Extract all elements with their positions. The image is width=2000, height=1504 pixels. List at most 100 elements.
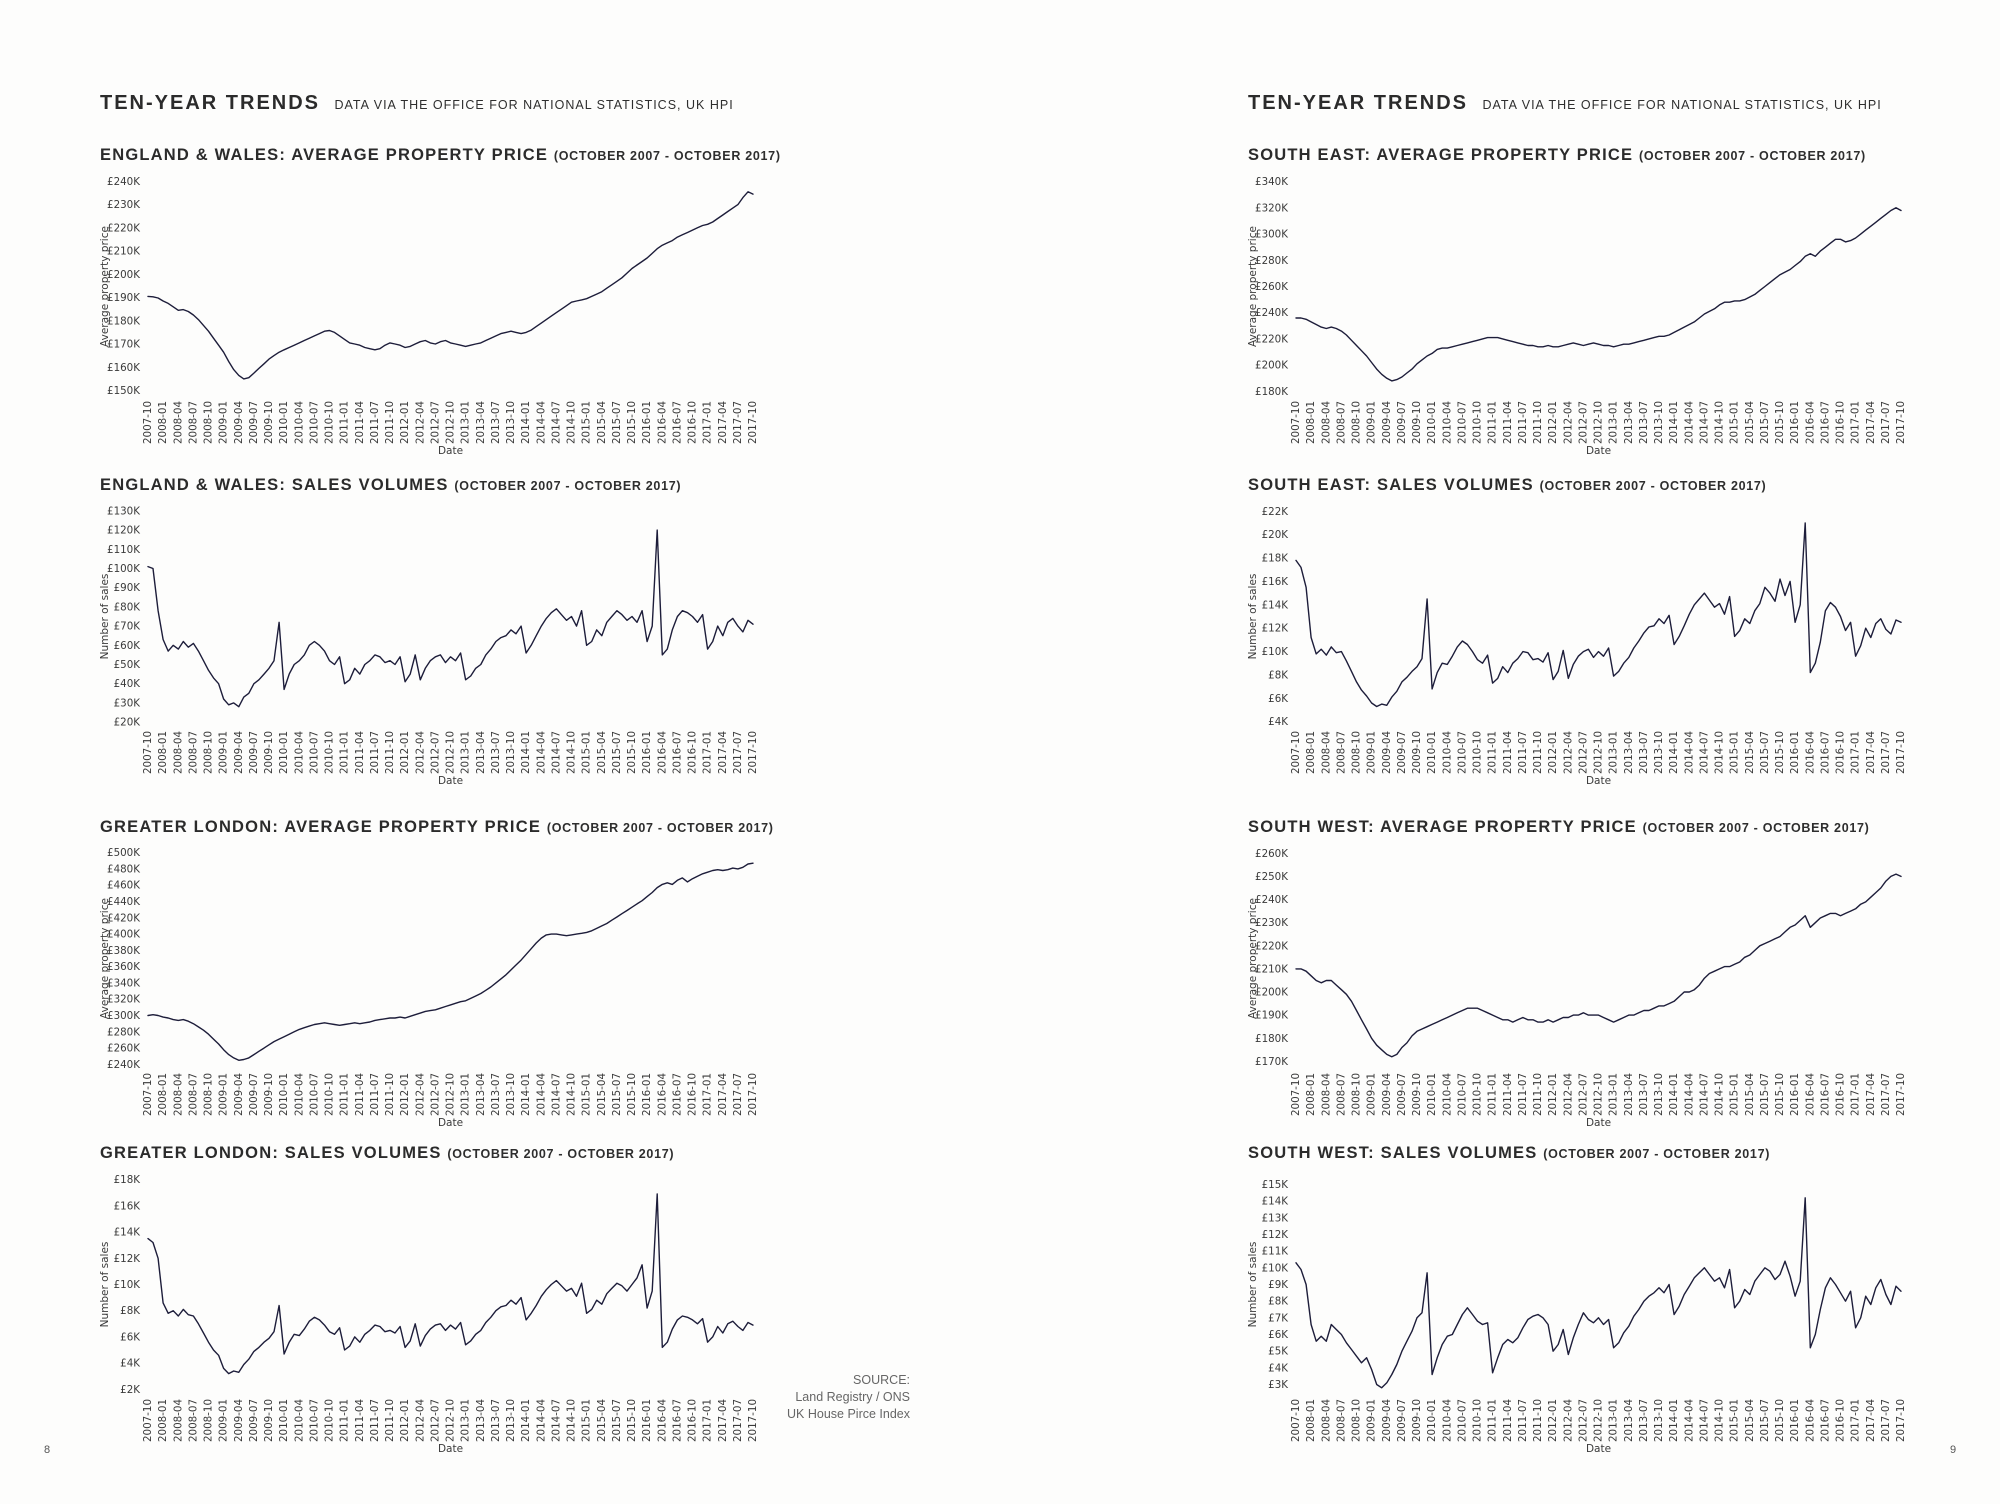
x-tick-label: 2010-07 [1456,1399,1468,1442]
y-axis-title: Average property price [99,898,111,1019]
x-tick-label: 2016-10 [687,1399,699,1442]
chart-range-note: (OCTOBER 2007 - OCTOBER 2017) [553,149,781,163]
x-tick-label: 2017-07 [732,1399,744,1442]
x-tick-label: 2010-04 [1441,731,1453,774]
x-tick-label: 2016-04 [1804,1399,1816,1442]
line-chart-south-west-price: £260K £250K £240K £230K £220K £210K £200K £190K… [1247,848,1907,1129]
chart-range-note: (OCTOBER 2007 - OCTOBER 2017) [454,479,682,493]
y-tick-label: £240K [107,176,140,188]
chart-block-greater-london-sales: GREATER LONDON: SALES VOLUMES (OCTOBER 2… [98,1144,910,1464]
y-tick-label: £14K [1262,1196,1289,1208]
x-tick-label: 2013-01 [1608,731,1620,774]
x-tick-label: 2013-07 [490,401,502,444]
chart-title: SOUTH WEST: SALES VOLUMES [1248,1144,1538,1162]
page-8-content: TEN-YEAR TRENDS DATA VIA THE OFFICE FOR … [98,0,910,1504]
page-9: TEN-YEAR TRENDS DATA VIA THE OFFICE FOR … [1000,0,2000,1504]
chart-heading: ENGLAND & WALES: SALES VOLUMES (OCTOBER … [100,476,910,495]
x-tick-label: 2015-10 [626,1073,638,1116]
y-tick-label: £9K [1268,1279,1288,1291]
x-tick-label: 2009-04 [1381,731,1393,774]
x-tick-label: 2007-10 [142,401,154,444]
chart-title: ENGLAND & WALES: SALES VOLUMES [100,476,449,494]
x-tick-label: 2010-04 [293,731,305,774]
x-tick-label: 2009-01 [1366,731,1378,774]
x-tick-label: 2013-07 [1638,731,1650,774]
x-tick-label: 2010-10 [1472,1073,1484,1116]
x-tick-label: 2009-07 [248,1399,260,1442]
y-tick-label: £200K [1255,987,1288,999]
x-tick-label: 2009-04 [233,731,245,774]
chart-title: SOUTH EAST: SALES VOLUMES [1248,476,1534,494]
x-tick-label: 2011-07 [369,1073,381,1116]
x-tick-label: 2017-10 [1895,1399,1907,1442]
x-tick-label: 2011-04 [354,401,366,444]
y-axis-title: Number of sales [1247,1242,1259,1328]
page-9-content: TEN-YEAR TRENDS DATA VIA THE OFFICE FOR … [1246,0,2000,1504]
y-tick-label: £8K [1268,1296,1288,1308]
x-tick-label: 2014-01 [520,401,532,444]
x-tick-label: 2014-10 [1714,401,1726,444]
x-tick-label: 2012-10 [445,731,457,774]
x-tick-label: 2013-10 [1653,1399,1665,1442]
x-tick-label: 2011-04 [354,731,366,774]
y-tick-label: £4K [120,1358,140,1370]
x-tick-label: 2013-07 [1638,1073,1650,1116]
x-tick-label: 2017-10 [1895,731,1907,774]
y-tick-label: £180K [1255,386,1288,398]
x-tick-label: 2014-01 [1668,1399,1680,1442]
x-tick-label: 2010-07 [1456,731,1468,774]
y-tick-label: £190K [1255,1010,1288,1022]
x-tick-label: 2011-04 [354,1073,366,1116]
x-tick-label: 2011-01 [339,401,351,444]
y-tick-label: £12K [114,1253,141,1265]
x-tick-label: 2017-04 [1865,731,1877,774]
y-tick-label: £15K [1262,1179,1289,1191]
y-tick-label: £100K [107,563,140,575]
x-tick-label: 2015-01 [581,401,593,444]
source-line: UK House Pirce Index [787,1407,910,1421]
y-tick-label: £340K [1255,176,1288,188]
y-tick-label: £10K [114,1279,141,1291]
x-tick-label: 2013-10 [1653,731,1665,774]
y-tick-label: £160K [107,362,140,374]
x-tick-label: 2009-04 [1381,1073,1393,1116]
x-tick-label: 2017-07 [732,401,744,444]
x-tick-label: 2012-01 [1547,1073,1559,1116]
x-tick-label: 2012-04 [414,731,426,774]
x-tick-label: 2012-04 [414,401,426,444]
x-axis-title: Date [1586,775,1611,787]
x-tick-label: 2013-01 [1608,1399,1620,1442]
y-tick-label: £10K [1262,1262,1289,1274]
chart-range-note: (OCTOBER 2007 - OCTOBER 2017) [447,1147,675,1161]
x-tick-label: 2009-10 [1411,1073,1423,1116]
x-tick-label: 2016-01 [1789,731,1801,774]
y-tick-label: £300K [1255,229,1288,241]
x-tick-label: 2009-01 [218,1399,230,1442]
x-tick-label: 2017-10 [1895,1073,1907,1116]
x-tick-label: 2015-10 [1774,1073,1786,1116]
x-tick-label: 2013-07 [1638,401,1650,444]
y-tick-label: £230K [107,199,140,211]
y-tick-label: £230K [1255,917,1288,929]
x-tick-label: 2009-04 [233,401,245,444]
x-tick-label: 2013-07 [490,731,502,774]
y-tick-label: £240K [1255,307,1288,319]
x-tick-label: 2015-07 [611,1399,623,1442]
page-subtitle: DATA VIA THE OFFICE FOR NATIONAL STATIST… [334,98,734,112]
line-chart-south-west-sales: £15K £14K £13K £12K £11K £10K £9K £8K £7K £6K £5K £… [1247,1179,1907,1455]
x-tick-label: 2017-01 [702,1399,714,1442]
y-tick-label: £2K [120,1384,140,1396]
line-chart-south-east-sales: £22K £20K £18K £16K £14K £12K £10K £8K £6K £4K Num… [1247,506,1907,787]
x-tick-label: 2008-04 [172,731,184,774]
x-tick-label: 2016-07 [671,1399,683,1442]
chart-block-south-east-price: SOUTH EAST: AVERAGE PROPERTY PRICE (OCTO… [1246,146,2000,466]
x-tick-label: 2009-07 [248,401,260,444]
x-tick-label: 2013-10 [1653,1073,1665,1116]
chart-title: SOUTH WEST: AVERAGE PROPERTY PRICE [1248,818,1637,836]
x-tick-label: 2014-10 [1714,731,1726,774]
data-line [147,1193,754,1375]
x-tick-label: 2010-10 [324,1073,336,1116]
y-tick-label: £180K [107,315,140,327]
x-tick-label: 2009-07 [248,1073,260,1116]
x-tick-label: 2012-01 [399,731,411,774]
